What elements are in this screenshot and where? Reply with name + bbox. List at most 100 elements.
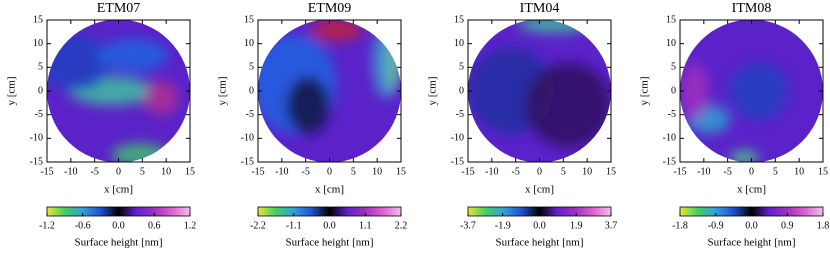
y-tick-label: 10 bbox=[33, 38, 43, 49]
colorbar-tick-label: 0.0 bbox=[112, 220, 125, 231]
colorbar-tick-label: -1.9 bbox=[495, 220, 511, 231]
y-tick-label: 15 bbox=[666, 14, 676, 25]
y-tick-label: 5 bbox=[249, 62, 254, 73]
y-tick-label: -15 bbox=[241, 156, 254, 167]
surface-map bbox=[47, 20, 190, 163]
y-tick-label: -15 bbox=[663, 156, 676, 167]
map-blob bbox=[525, 62, 611, 148]
x-tick-label: -5 bbox=[511, 166, 519, 177]
map-blob bbox=[730, 150, 759, 163]
y-axis-label: y [cm] bbox=[427, 76, 439, 105]
x-tick-label: 0 bbox=[116, 166, 121, 177]
x-tick-label: -10 bbox=[697, 166, 710, 177]
y-tick-label: -15 bbox=[30, 156, 43, 167]
surface-map bbox=[680, 20, 823, 163]
y-tick-label: -10 bbox=[451, 133, 464, 144]
y-tick-label: -5 bbox=[246, 109, 254, 120]
map-blob bbox=[111, 143, 169, 163]
map-blob bbox=[518, 19, 590, 33]
y-tick-label: 10 bbox=[666, 38, 676, 49]
map-blob bbox=[372, 27, 401, 99]
y-tick-label: 5 bbox=[38, 62, 43, 73]
x-axis-label: x [cm] bbox=[525, 184, 554, 196]
x-tick-label: 10 bbox=[794, 166, 804, 177]
x-tick-label: -10 bbox=[64, 166, 77, 177]
colorbar-tick-label: 0.0 bbox=[533, 220, 546, 231]
colorbar-tick-label: 0.6 bbox=[148, 220, 161, 231]
colorbar-tick-label: -0.9 bbox=[708, 220, 724, 231]
x-axis-label: x [cm] bbox=[737, 184, 766, 196]
y-tick-label: -15 bbox=[451, 156, 464, 167]
surface-map bbox=[258, 19, 401, 162]
x-tick-label: 15 bbox=[818, 166, 828, 177]
map-blob bbox=[97, 38, 169, 73]
y-tick-label: 10 bbox=[244, 38, 254, 49]
x-tick-label: 0 bbox=[327, 166, 332, 177]
colorbar-label: Surface height [nm] bbox=[496, 237, 584, 249]
x-tick-label: -5 bbox=[301, 166, 309, 177]
y-axis-label: y [cm] bbox=[639, 76, 651, 105]
y-tick-label: -5 bbox=[668, 109, 676, 120]
x-axis-label: x [cm] bbox=[315, 184, 344, 196]
y-tick-label: 0 bbox=[459, 85, 464, 96]
x-tick-label: 15 bbox=[185, 166, 195, 177]
x-tick-label: 0 bbox=[749, 166, 754, 177]
colorbar-tick-label: -1.8 bbox=[672, 220, 688, 231]
map-blob bbox=[388, 34, 400, 91]
colorbar-tick-label: -1.2 bbox=[39, 220, 55, 231]
x-tick-label: 15 bbox=[606, 166, 616, 177]
colorbar-tick-label: -0.6 bbox=[75, 220, 91, 231]
y-tick-label: 0 bbox=[38, 85, 43, 96]
colorbar-tick-label: 1.8 bbox=[817, 220, 830, 231]
colorbar-tick-label: 1.9 bbox=[570, 220, 583, 231]
map-blob bbox=[680, 62, 709, 120]
x-tick-label: 10 bbox=[582, 166, 592, 177]
x-tick-label: 5 bbox=[773, 166, 778, 177]
x-tick-label: -15 bbox=[673, 166, 686, 177]
colorbar-tick-label: 1.1 bbox=[359, 220, 372, 231]
colorbar-tick-label: 0.0 bbox=[323, 220, 336, 231]
y-tick-label: -10 bbox=[663, 133, 676, 144]
y-tick-label: 10 bbox=[454, 38, 464, 49]
y-tick-label: 0 bbox=[671, 85, 676, 96]
y-axis-label: y [cm] bbox=[217, 76, 229, 105]
map-blob bbox=[310, 19, 363, 42]
x-tick-label: 10 bbox=[161, 166, 171, 177]
x-tick-label: -15 bbox=[251, 166, 264, 177]
y-tick-label: -5 bbox=[35, 109, 43, 120]
map-blob bbox=[730, 62, 788, 120]
x-tick-label: 5 bbox=[561, 166, 566, 177]
colorbar-tick-label: 3.7 bbox=[605, 220, 618, 231]
colorbar-label: Surface height [nm] bbox=[75, 237, 163, 249]
x-tick-label: 0 bbox=[537, 166, 542, 177]
x-tick-label: -10 bbox=[485, 166, 498, 177]
colorbar-tick-label: -1.1 bbox=[286, 220, 302, 231]
x-tick-label: -15 bbox=[461, 166, 474, 177]
colorbar-tick-label: 0.0 bbox=[745, 220, 758, 231]
colorbar-tick-label: -3.7 bbox=[460, 220, 476, 231]
x-tick-label: 5 bbox=[351, 166, 356, 177]
y-tick-label: 15 bbox=[33, 14, 43, 25]
panel-title: ITM04 bbox=[520, 1, 560, 16]
x-tick-label: -10 bbox=[275, 166, 288, 177]
colorbar-label: Surface height [nm] bbox=[286, 237, 374, 249]
y-tick-label: 15 bbox=[454, 14, 464, 25]
y-tick-label: -5 bbox=[456, 109, 464, 120]
x-axis-label: x [cm] bbox=[104, 184, 133, 196]
panel-title: ITM08 bbox=[732, 1, 772, 16]
x-tick-label: 15 bbox=[396, 166, 406, 177]
colorbar-tick-label: 0.9 bbox=[781, 220, 794, 231]
x-tick-label: 5 bbox=[140, 166, 145, 177]
panel-title: ETM09 bbox=[308, 1, 352, 16]
y-axis-label: y [cm] bbox=[6, 76, 18, 105]
y-tick-label: 5 bbox=[459, 62, 464, 73]
y-tick-label: -10 bbox=[30, 133, 43, 144]
x-tick-label: 10 bbox=[372, 166, 382, 177]
surface-map bbox=[468, 19, 611, 162]
colorbar-tick-label: 2.2 bbox=[395, 220, 408, 231]
map-blob bbox=[144, 81, 179, 116]
x-tick-label: -5 bbox=[723, 166, 731, 177]
colorbar-label: Surface height [nm] bbox=[708, 237, 796, 249]
y-tick-label: -10 bbox=[241, 133, 254, 144]
